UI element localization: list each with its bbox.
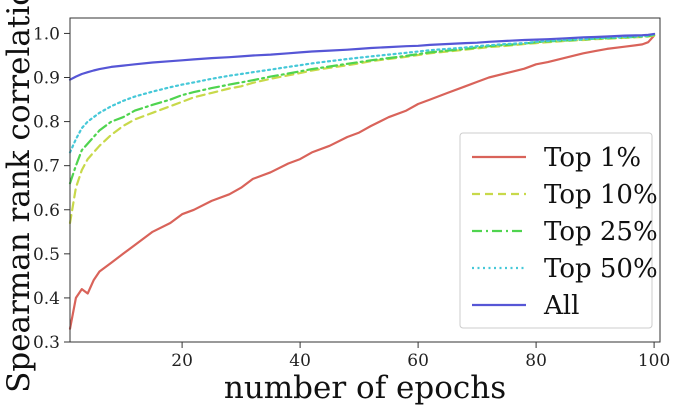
y-axis-title: Spearman rank correlation (1, 0, 37, 393)
legend-entry-label: Top 10% (544, 180, 658, 210)
y-tick-label: 0.5 (33, 245, 60, 265)
x-tick-label: 100 (638, 351, 670, 371)
legend-entry-label: Top 50% (544, 254, 658, 284)
series-line-top-50 (68, 33, 656, 154)
x-tick-label: 80 (525, 351, 547, 371)
y-tick-label: 1.0 (33, 24, 60, 44)
y-tick-label: 0.6 (33, 201, 60, 221)
legend-box (459, 132, 653, 329)
series-line-all (68, 32, 656, 81)
y-tick-label: 0.8 (33, 113, 60, 133)
series-line-top-1 (68, 34, 656, 330)
x-tick-label: 40 (289, 351, 311, 371)
series-layer (68, 32, 656, 330)
legend-entry-label: Top 1% (544, 143, 641, 173)
y-tick-label: 0.3 (33, 333, 60, 353)
y-tick-label: 0.9 (33, 69, 60, 89)
legend-entry-label: All (543, 291, 579, 321)
x-tick-label: 20 (171, 351, 193, 371)
y-tick-label: 0.4 (33, 289, 60, 309)
x-tick-label: 60 (407, 351, 429, 371)
x-axis-title: number of epochs (224, 370, 506, 406)
legend-entry-label: Top 25% (544, 217, 658, 247)
plot-frame (69, 17, 661, 343)
tick-layer: 20 40 60 80 100 0.3 0.4 0.5 0.6 0.7 0.8 0.9 1.0 (33, 24, 670, 371)
y-tick-label: 0.7 (33, 157, 60, 177)
legend: Top 1% Top 10% Top 25% Top 50% All (459, 132, 658, 329)
